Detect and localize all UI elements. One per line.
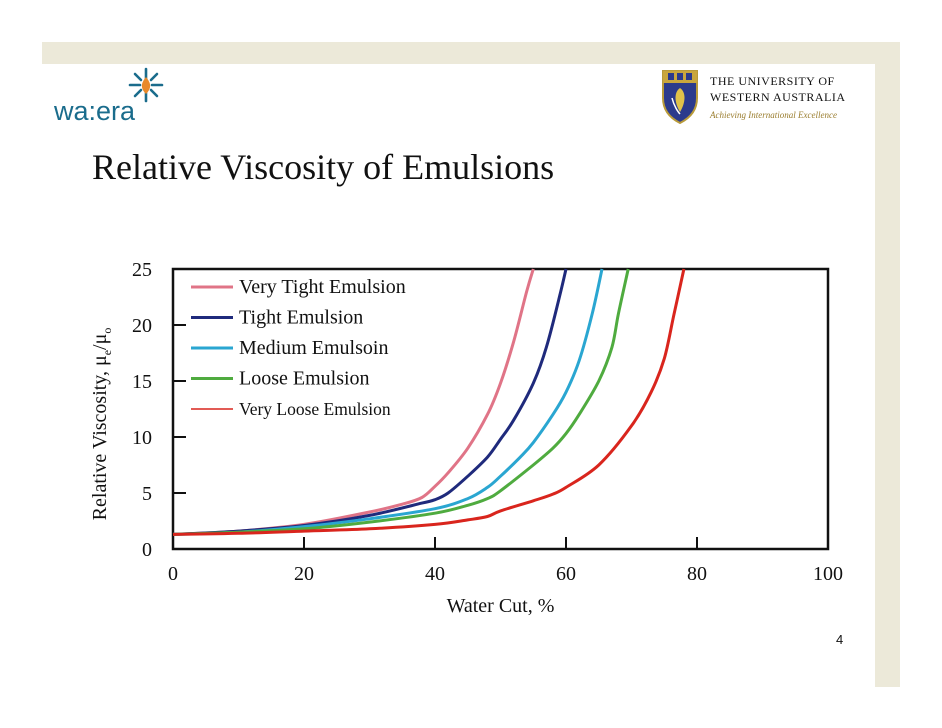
x-tick-label: 40 [425, 563, 445, 585]
y-axis-label-slash: /μ [89, 334, 111, 350]
university-tagline: Achieving International Excellence [710, 110, 837, 120]
legend-label: Loose Emulsion [239, 368, 370, 390]
y-tick-label: 25 [132, 259, 152, 281]
waera-logo: wa:era [53, 67, 164, 126]
x-tick-label: 100 [813, 563, 843, 585]
x-tick-label: 0 [168, 563, 178, 585]
flame-icon [141, 77, 151, 94]
series-line-3 [172, 268, 604, 536]
header-band [42, 42, 900, 64]
plot-frame [171, 267, 830, 551]
y-tick-label: 15 [132, 371, 152, 393]
y-tick-label: 10 [132, 427, 152, 449]
university-name-line2: WESTERN AUSTRALIA [710, 90, 846, 104]
y-axis-label-sub2: o [100, 328, 114, 334]
x-tick-label: 80 [687, 563, 707, 585]
x-axis: 0 20 40 60 80 100 [168, 537, 843, 585]
series-line-5 [172, 268, 686, 536]
legend-label: Very Loose Emulsion [239, 399, 391, 419]
series-lines [172, 268, 686, 536]
crest-icon [662, 70, 698, 124]
x-tick-label: 20 [294, 563, 314, 585]
y-axis-label-sub1: e [100, 350, 114, 355]
slide-title: Relative Viscosity of Emulsions [92, 147, 555, 187]
y-tick-label: 20 [132, 315, 152, 337]
legend-label: Tight Emulsion [239, 307, 363, 329]
y-tick-label: 0 [142, 539, 152, 561]
y-axis-label: Relative Viscosity, μe/μo [89, 328, 114, 521]
right-side-band [875, 42, 900, 687]
waera-logo-text: wa:era [53, 96, 136, 126]
uwa-logo: THE UNIVERSITY OF WESTERN AUSTRALIA Achi… [660, 68, 860, 128]
page-number: 4 [836, 632, 844, 647]
legend-label: Very Tight Emulsion [239, 276, 406, 298]
legend: Very Tight Emulsion Tight Emulsion Medium … [191, 276, 406, 419]
y-axis-label-main: Relative Viscosity, μ [89, 355, 111, 520]
series-line-4 [172, 268, 630, 536]
x-tick-label: 60 [556, 563, 576, 585]
plot-border [171, 267, 830, 551]
legend-label: Medium Emulsoin [239, 337, 388, 359]
y-axis: 0 5 10 15 20 25 [132, 259, 186, 561]
x-axis-label: Water Cut, % [447, 595, 555, 617]
university-name-line1: THE UNIVERSITY OF [710, 74, 835, 88]
viscosity-chart: 0 20 40 60 80 100 0 5 10 15 20 25 Water Cut, % Rel… [89, 259, 843, 617]
y-tick-label: 5 [142, 483, 152, 505]
